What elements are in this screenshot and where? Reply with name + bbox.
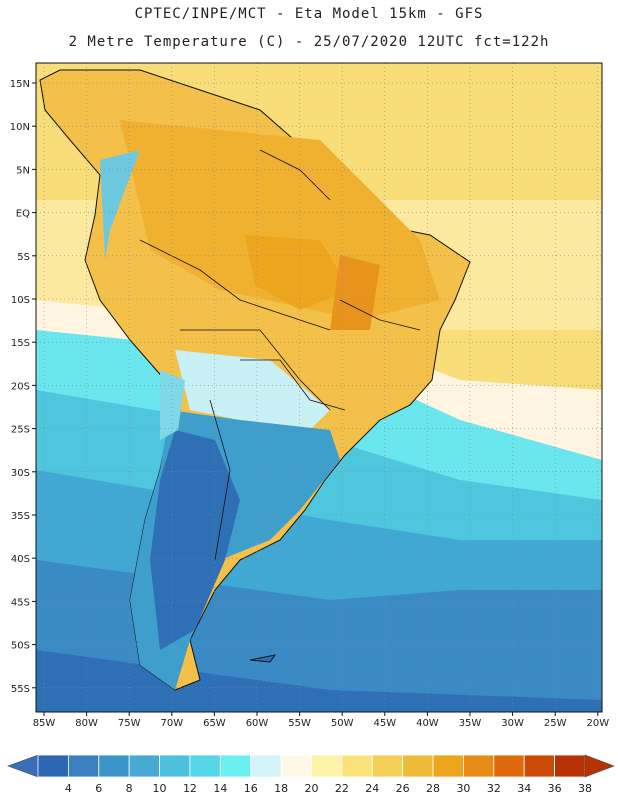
colorbar-label: 30 [456, 782, 470, 795]
colorbar-swatch [402, 754, 434, 778]
map-title-line1: CPTEC/INPE/MCT - Eta Model 15km - GFS [134, 6, 484, 22]
colorbar-label: 32 [487, 782, 501, 795]
state-border [240, 359, 346, 411]
colorbar-label: 20 [305, 782, 319, 795]
colorbar-label: 6 [95, 782, 102, 795]
falkland-islands [249, 654, 277, 663]
colorbar-label: 28 [426, 782, 440, 795]
latitude-labels: 15N 10N 5N EQ 5S 10S 15S 20S 25S 30S 35S 40S 45S 50S 5… [10, 79, 36, 695]
colorbar-label: 26 [396, 782, 410, 795]
lon-label: 80W [75, 718, 98, 729]
colorbar-swatch [37, 754, 69, 778]
country-border [139, 239, 331, 331]
colorbar-swatch [219, 754, 252, 778]
colorbar-low-arrow [7, 754, 39, 778]
colorbar-label: 16 [244, 782, 258, 795]
colorbar-label: 10 [153, 782, 167, 795]
lon-label: 50W [331, 718, 354, 729]
country-border [209, 399, 231, 561]
lon-label: 20W [586, 718, 609, 729]
lat-label: 35S [11, 511, 30, 522]
colorbar-label: 24 [365, 782, 379, 795]
colorbar-label: 4 [65, 782, 72, 795]
andes-north-cool-strip [100, 150, 140, 260]
colorbar-swatch [463, 754, 495, 778]
lon-label: 65W [203, 718, 226, 729]
lat-label: 5N [16, 165, 30, 176]
lat-label: 45S [11, 597, 30, 608]
country-border [259, 149, 331, 201]
colorbar-swatch [98, 754, 130, 778]
country-border [180, 329, 331, 411]
lat-label: 20S [11, 381, 30, 392]
map-frame [35, 62, 603, 713]
patagonia-cold-region [150, 430, 240, 650]
colorbar-swatch [311, 754, 343, 778]
lon-label: 35W [459, 718, 482, 729]
lat-label: 5S [17, 252, 30, 263]
colorbar-swatch [280, 754, 312, 778]
colorbar-label: 8 [126, 782, 133, 795]
lon-label: 85W [33, 718, 56, 729]
lon-label: 40W [416, 718, 439, 729]
colorbar-swatch [159, 754, 191, 778]
colorbar-swatch [432, 754, 464, 778]
colorbar-label: 12 [183, 782, 197, 795]
longitude-labels: 85W 80W 75W 70W 65W 60W 55W 50W 45W 40W 35W 30W 25W 2… [33, 712, 609, 729]
colorbar-swatch [250, 754, 282, 778]
colorbar-swatch [523, 754, 556, 778]
lat-label: 50S [11, 641, 30, 652]
graticule-grid [36, 63, 602, 712]
colorbar-swatch [128, 754, 160, 778]
colorbar-swatch [554, 754, 586, 778]
colorbar-swatch [189, 754, 221, 778]
andes-central-cool-strip [160, 370, 185, 440]
lat-label: 40S [11, 554, 30, 565]
lon-label: 75W [118, 718, 141, 729]
lat-label: 10N [10, 122, 30, 133]
lat-label: EQ [16, 209, 30, 220]
cool-highland-region [175, 350, 330, 440]
colorbar-label: 18 [274, 782, 288, 795]
colorbar-label: 34 [517, 782, 531, 795]
temperature-colorbar: 4 6 8 10 12 14 16 18 20 22 24 26 28 30 32 34 36 38 [7, 754, 615, 795]
lon-label: 55W [288, 718, 311, 729]
lat-label: 30S [11, 468, 30, 479]
lat-label: 25S [11, 425, 30, 436]
colorbar-swatch [371, 754, 404, 778]
lat-label: 15N [10, 79, 30, 90]
lat-label: 15S [11, 338, 30, 349]
lon-label: 60W [246, 718, 269, 729]
lon-label: 70W [160, 718, 183, 729]
colorbar-label: 38 [578, 782, 592, 795]
colorbar-label: 22 [335, 782, 349, 795]
lat-label: 55S [11, 684, 30, 695]
colorbar-label: 36 [548, 782, 562, 795]
lon-label: 25W [544, 718, 567, 729]
lon-label: 45W [373, 718, 396, 729]
ocean-deep-blue-band [36, 650, 602, 712]
state-border [339, 299, 421, 331]
map-title-line2: 2 Metre Temperature (C) - 25/07/2020 12U… [68, 34, 550, 50]
colorbar-swatch [67, 754, 100, 778]
lon-label: 30W [501, 718, 524, 729]
colorbar-label: 14 [213, 782, 227, 795]
colorbar-swatch [341, 754, 373, 778]
central-hot-region [245, 235, 350, 310]
lat-label: 10S [11, 295, 30, 306]
map-area [36, 63, 602, 712]
colorbar-high-arrow [584, 754, 615, 778]
colorbar-swatch [493, 754, 525, 778]
